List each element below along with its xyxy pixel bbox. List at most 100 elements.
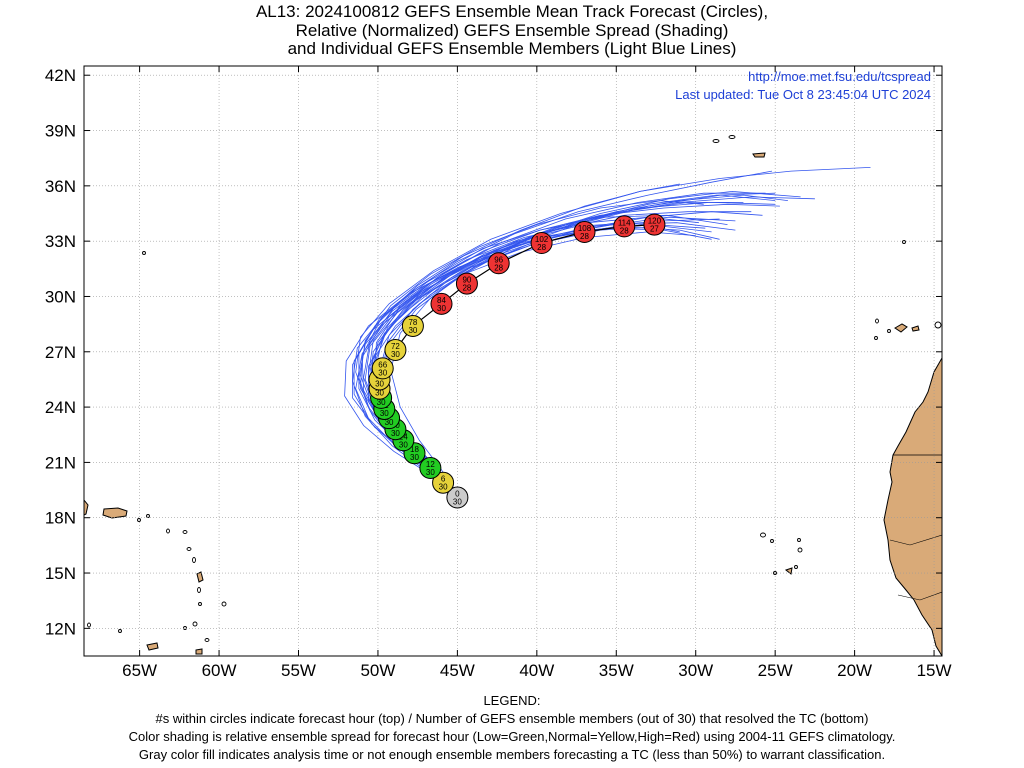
member-count-label: 30	[378, 368, 387, 377]
forecast-hour-label: 0	[455, 489, 460, 498]
canary-islands	[894, 323, 908, 333]
member-count-label: 30	[380, 409, 389, 418]
africa-border-line-3	[897, 591, 942, 601]
forecast-circle	[613, 215, 636, 238]
forecast-circle	[371, 357, 394, 380]
x-tick-label: 50W	[360, 661, 395, 680]
forecast-hour-label: 114	[618, 218, 631, 227]
africa-border-line-2	[889, 534, 942, 546]
y-tick-label: 18N	[45, 509, 76, 528]
y-tick-label: 42N	[45, 66, 76, 85]
member-count-label: 28	[580, 232, 589, 241]
member-count-label: 28	[462, 284, 471, 293]
member-count-label: 30	[399, 440, 408, 449]
member-count-label: 30	[410, 453, 419, 462]
forecast-hour-label: 78	[408, 318, 417, 327]
forecast-circle	[487, 252, 510, 275]
forecast-point-6: 630	[432, 471, 455, 494]
y-tick-label: 27N	[45, 343, 76, 362]
legend-line-2: Color shading is relative ensemble sprea…	[129, 729, 896, 744]
hispaniola-edge	[84, 499, 89, 516]
forecast-circle	[430, 292, 453, 315]
chart-title-line-2: Relative (Normalized) GEFS Ensemble Spre…	[296, 21, 729, 40]
forecast-circle	[455, 272, 478, 295]
plot-frame	[83, 65, 943, 657]
azores-island	[752, 152, 766, 158]
forecast-circle	[432, 471, 455, 494]
forecast-circle	[401, 314, 424, 337]
lesser-antilles-1	[196, 571, 204, 583]
forecast-hour-label: 90	[462, 276, 471, 285]
member-count-label: 30	[391, 350, 400, 359]
forecast-hour-label: 84	[437, 296, 446, 305]
y-tick-label: 24N	[45, 398, 76, 417]
member-count-label: 30	[426, 468, 435, 477]
x-tick-label: 25W	[758, 661, 793, 680]
cape-verde-islands	[784, 567, 793, 575]
forecast-circle	[384, 338, 407, 361]
forecast-hour-label: 96	[494, 255, 503, 264]
canary-islands-2	[911, 325, 920, 332]
x-tick-label: 40W	[519, 661, 554, 680]
member-count-label: 30	[375, 379, 384, 388]
y-tick-label: 39N	[45, 122, 76, 141]
legend-heading: LEGEND:	[483, 693, 540, 708]
member-track-14	[390, 190, 801, 498]
chart-title-line-3: and Individual GEFS Ensemble Members (Li…	[288, 39, 737, 58]
legend-line-1: #s within circles indicate forecast hour…	[156, 711, 869, 726]
forecast-hour-label: 102	[535, 235, 549, 244]
x-axis-ticks: 65W 60W 55W 50W 45W 40W 35W 30W 25W 20W 15W	[122, 66, 952, 680]
member-count-label: 30	[453, 497, 462, 506]
member-count-label: 30	[375, 389, 384, 398]
forecast-hour-label: 18	[410, 445, 419, 454]
member-count-label: 28	[494, 263, 503, 272]
plot-area	[84, 66, 942, 656]
member-count-label: 30	[377, 398, 386, 407]
forecast-hour-label: 12	[426, 460, 435, 469]
x-tick-label: 60W	[202, 661, 237, 680]
y-tick-label: 12N	[45, 619, 76, 638]
member-count-label: 30	[408, 326, 417, 335]
last-updated-text: Last updated: Tue Oct 8 23:45:04 UTC 202…	[675, 87, 931, 102]
y-tick-label: 33N	[45, 232, 76, 251]
forecast-circle	[530, 232, 553, 254]
lesser-antilles-2	[146, 642, 159, 651]
forecast-hour-label: 66	[378, 360, 387, 369]
forecast-hour-label: 120	[648, 217, 662, 226]
forecast-circle	[573, 220, 596, 243]
member-count-label: 30	[385, 418, 394, 427]
forecast-circle	[446, 486, 469, 509]
x-tick-label: 35W	[599, 661, 634, 680]
y-tick-label: 36N	[45, 177, 76, 196]
lesser-antilles-3	[195, 648, 203, 655]
x-tick-label: 45W	[440, 661, 475, 680]
x-tick-label: 65W	[122, 661, 157, 680]
y-tick-label: 15N	[45, 564, 76, 583]
forecast-hour-label: 72	[391, 342, 400, 351]
forecast-circle	[643, 213, 666, 236]
y-tick-label: 21N	[45, 453, 76, 472]
member-count-label: 27	[650, 225, 659, 234]
x-tick-label: 55W	[281, 661, 316, 680]
forecast-point-0: 030	[446, 486, 469, 509]
y-axis-ticks: 12N 15N 18N 21N 24N 27N 30N 33N 36N 39N 42N	[45, 66, 942, 638]
x-tick-label: 20W	[837, 661, 872, 680]
forecast-hour-label: 108	[578, 224, 592, 233]
member-count-label: 28	[537, 243, 546, 252]
small-islands	[87, 135, 942, 642]
forecast-hour-label: 24	[399, 432, 408, 441]
chart-title-line-1: AL13: 2024100812 GEFS Ensemble Mean Trac…	[256, 2, 768, 21]
forecast-hour-label: 6	[441, 475, 446, 484]
mean-track-circles: 0306301230183024303030363042304830543060…	[368, 213, 666, 509]
source-url-link[interactable]: http://moe.met.fsu.edu/tcspread	[748, 69, 931, 84]
y-tick-label: 30N	[45, 287, 76, 306]
